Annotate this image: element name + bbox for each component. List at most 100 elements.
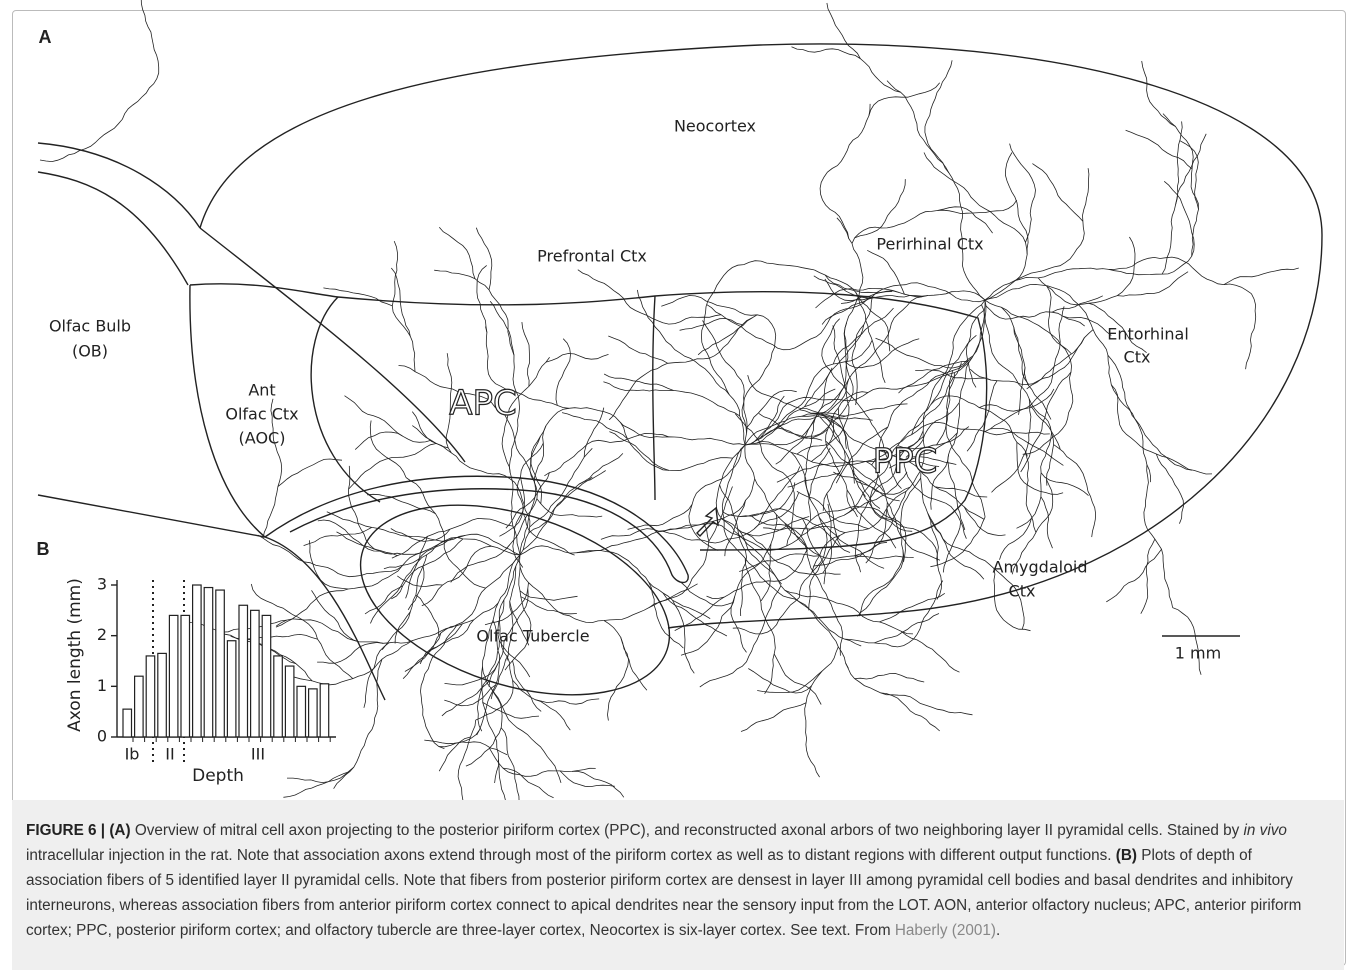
axon [741,703,806,732]
axon [1111,385,1212,474]
axon [1030,405,1060,449]
axon [601,529,659,540]
axon [1144,465,1173,608]
axon [520,591,578,601]
axon [1180,141,1199,210]
axon [901,631,959,672]
axon [364,643,389,708]
axon [458,720,476,800]
axon [812,466,922,572]
axon [809,448,831,521]
citation-link[interactable]: Haberly (2001) [895,922,996,939]
axon [579,453,623,484]
axon [855,179,906,238]
axon [1000,518,1032,559]
axon [345,396,432,443]
layer-label: II [165,745,174,764]
bar [181,615,190,737]
bar [135,676,144,737]
panel-label: A [39,27,52,47]
axon [420,624,462,664]
bar [227,641,236,737]
axon [621,423,733,471]
region-label: Ctx [1124,348,1151,367]
caption: FIGURE 6 | (A) Overview of mitral cell a… [12,800,1344,970]
axon [1021,372,1071,472]
axon [1032,164,1083,222]
axon [869,83,940,116]
scale-bar-label: 1 mm [1175,644,1221,663]
caption-text: intracellular injection in the rat. Note… [26,847,1116,864]
axon [805,368,833,407]
axon [577,551,711,619]
axon [609,432,669,471]
axon [876,305,985,368]
axon [609,370,651,420]
axon [1246,294,1256,370]
axon [855,674,925,683]
panel-ref: (A) [109,822,130,839]
bulb-outline [38,143,200,285]
axon [774,654,821,705]
region-label: Ant [248,381,275,400]
axon [1109,257,1252,294]
axon [924,153,1027,301]
axon [556,339,571,406]
y-tick-label: 3 [97,575,107,594]
axon [722,519,841,575]
axon [513,443,544,567]
axon [663,593,727,636]
axon [887,503,940,561]
axon [1038,237,1135,305]
axon [522,322,530,386]
axon [827,291,985,414]
axon [709,487,733,542]
axon [276,566,402,627]
caption-text: . [996,922,1000,939]
axon [1108,355,1192,470]
axon [1015,168,1089,280]
figure-label: FIGURE 6 | [26,822,105,839]
panel-label: B [37,539,50,559]
bar [193,585,202,737]
axon [283,772,350,798]
bar [309,689,318,737]
axon [1014,327,1029,384]
axon [1005,153,1028,255]
axon [535,700,570,731]
axon [925,60,952,173]
tubercle-outline [337,470,694,731]
axon [1141,539,1155,614]
axon [748,669,811,694]
axon [466,555,520,766]
axon [1017,442,1063,494]
axon [498,760,506,801]
y-tick-label: 1 [97,676,107,695]
axon [421,625,458,749]
axon [833,308,893,364]
axon [485,589,528,625]
bar [285,666,294,737]
axon [899,361,968,393]
axon [397,576,442,587]
axon [948,455,965,530]
bar [320,684,329,737]
region-label: PPC [873,442,938,482]
axon [682,583,734,606]
axon [546,354,609,363]
axon [946,373,985,517]
axon [761,544,771,601]
axon [490,301,520,555]
axon [935,487,987,497]
axon [317,643,383,664]
axon [537,499,602,517]
bar [158,653,167,737]
region-label: Amygdaloid [993,558,1088,577]
axon [355,432,403,450]
axon [827,3,860,59]
axon [797,325,849,454]
axon [881,693,940,731]
axon [534,408,745,484]
axon [621,637,647,690]
axon [499,477,523,536]
